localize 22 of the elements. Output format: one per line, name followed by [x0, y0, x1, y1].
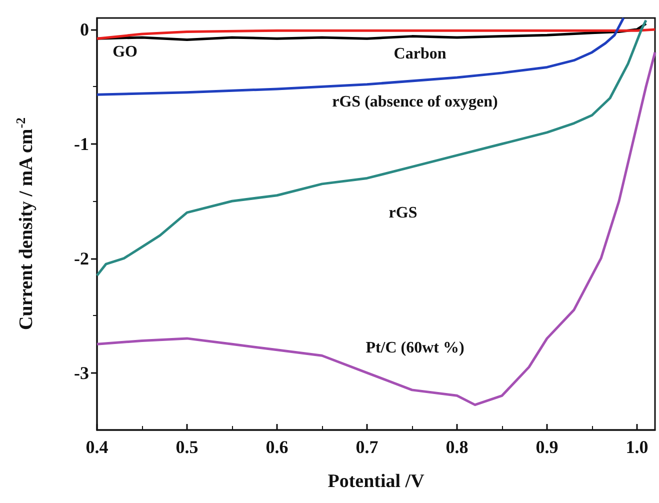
annotation: GO — [112, 44, 138, 60]
y-tick-label: -1 — [74, 134, 89, 154]
x-tick-label: 0.6 — [266, 437, 288, 457]
x-tick-label: 0.4 — [86, 437, 108, 457]
x-tick-label: 1.0 — [626, 437, 648, 457]
y-tick-label: -2 — [74, 248, 89, 268]
line-series — [96, 22, 648, 41]
y-tick-label: 0 — [80, 19, 89, 40]
x-tick-label: 0.9 — [536, 437, 558, 457]
y-tick-label: -3 — [74, 362, 89, 383]
x-axis-title: Potential /V — [328, 471, 425, 492]
x-tick-label: 0.5 — [176, 437, 198, 457]
annotation: rGS (absence of oxygen) — [332, 94, 498, 110]
annotation: Pt/C (60wt %) — [366, 340, 464, 356]
line-series — [96, 28, 656, 40]
x-tick-label: 0.8 — [446, 437, 468, 457]
x-tick-label: 0.7 — [356, 437, 378, 457]
line-series — [96, 16, 625, 96]
annotation: rGS — [388, 204, 418, 222]
annotation: Carbon — [394, 46, 446, 62]
line-series — [96, 19, 648, 277]
y-axis-title: Current density / mA cm-2 — [13, 117, 37, 330]
